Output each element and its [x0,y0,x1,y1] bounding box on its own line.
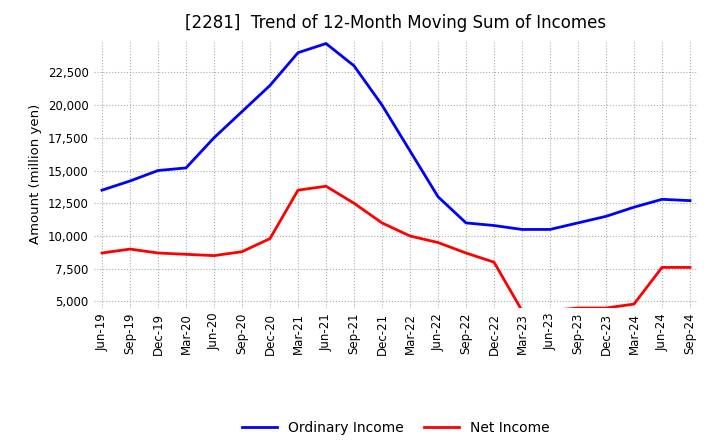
Net Income [405,233,414,238]
Ordinary Income [546,227,554,232]
Net Income [378,220,387,226]
Ordinary Income [574,220,582,226]
Net Income [98,250,107,256]
Net Income [685,265,694,270]
Net Income [518,308,526,313]
Ordinary Income [462,220,470,226]
Net Income [574,305,582,311]
Ordinary Income [210,135,218,140]
Net Income [433,240,442,245]
Title: [2281]  Trend of 12-Month Moving Sum of Incomes: [2281] Trend of 12-Month Moving Sum of I… [186,15,606,33]
Ordinary Income [98,187,107,193]
Ordinary Income [153,168,162,173]
Net Income [350,201,359,206]
Ordinary Income [685,198,694,203]
Ordinary Income [238,109,246,114]
Ordinary Income [630,205,639,210]
Net Income [657,265,666,270]
Net Income [153,250,162,256]
Net Income [630,301,639,307]
Ordinary Income [266,83,274,88]
Ordinary Income [657,197,666,202]
Net Income [210,253,218,258]
Net Income [238,249,246,254]
Net Income [602,305,611,311]
Net Income [322,183,330,189]
Ordinary Income [602,214,611,219]
Net Income [490,260,498,265]
Ordinary Income [181,165,190,171]
Net Income [266,236,274,241]
Legend: Ordinary Income, Net Income: Ordinary Income, Net Income [236,415,556,440]
Ordinary Income [322,41,330,46]
Net Income [546,308,554,313]
Net Income [462,250,470,256]
Ordinary Income [378,103,387,108]
Y-axis label: Amount (million yen): Amount (million yen) [30,104,42,244]
Line: Net Income: Net Income [102,186,690,311]
Line: Ordinary Income: Ordinary Income [102,44,690,229]
Net Income [181,252,190,257]
Ordinary Income [294,50,302,55]
Ordinary Income [490,223,498,228]
Ordinary Income [405,148,414,154]
Net Income [126,246,135,252]
Net Income [294,187,302,193]
Ordinary Income [126,178,135,183]
Ordinary Income [433,194,442,199]
Ordinary Income [350,63,359,69]
Ordinary Income [518,227,526,232]
